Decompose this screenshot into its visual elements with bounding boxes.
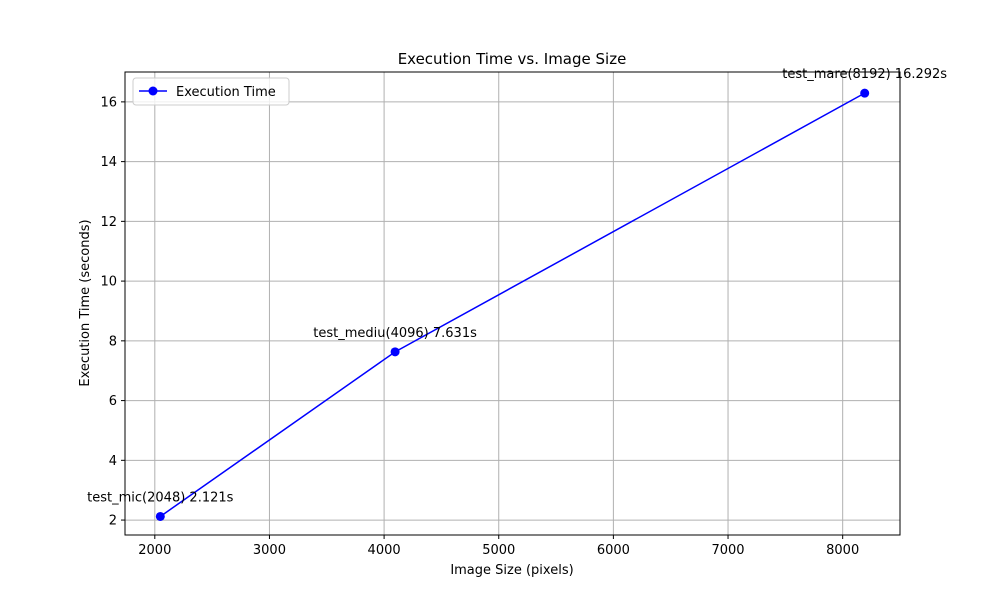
y-tick-label: 12 [100, 215, 117, 230]
x-tick-label: 4000 [368, 543, 401, 558]
data-label: test_mare(8192) 16.292s [782, 67, 947, 82]
y-tick-label: 16 [100, 95, 117, 110]
y-tick-label: 8 [109, 334, 117, 349]
y-tick-label: 2 [109, 514, 117, 529]
axis-ticks: 2000 3000 4000 5000 6000 7000 8000 2 4 6 8 10 12 14 16 [100, 95, 859, 558]
legend-entry-execution-time: Execution Time [176, 85, 276, 100]
y-tick-label: 6 [109, 394, 117, 409]
data-point [155, 511, 165, 521]
plot-area [125, 72, 900, 535]
annotations-layer: test_mic(2048) 2.121s test_mediu(4096) 7.… [87, 67, 947, 505]
x-tick-label: 7000 [711, 543, 744, 558]
data-label: test_mic(2048) 2.121s [87, 490, 233, 505]
chart-title: Execution Time vs. Image Size [398, 50, 627, 68]
data-point [390, 347, 400, 357]
legend-marker-swatch [148, 86, 158, 96]
legend: Execution Time [132, 77, 290, 106]
x-tick-label: 2000 [138, 543, 171, 558]
plot-frame [124, 71, 901, 536]
x-tick-label: 6000 [597, 543, 630, 558]
y-axis-title: Execution Time (seconds) [78, 219, 93, 386]
x-tick-label: 5000 [482, 543, 515, 558]
data-point [860, 88, 870, 98]
x-tick-label: 3000 [253, 543, 286, 558]
x-axis-title: Image Size (pixels) [450, 563, 573, 578]
series-layer [155, 88, 870, 521]
x-tick-label: 8000 [826, 543, 859, 558]
data-label: test_mediu(4096) 7.631s [313, 326, 477, 341]
grid [125, 72, 900, 535]
y-tick-label: 14 [100, 155, 117, 170]
y-tick-label: 10 [100, 275, 117, 290]
y-tick-label: 4 [109, 454, 117, 469]
legend-box [132, 77, 290, 106]
